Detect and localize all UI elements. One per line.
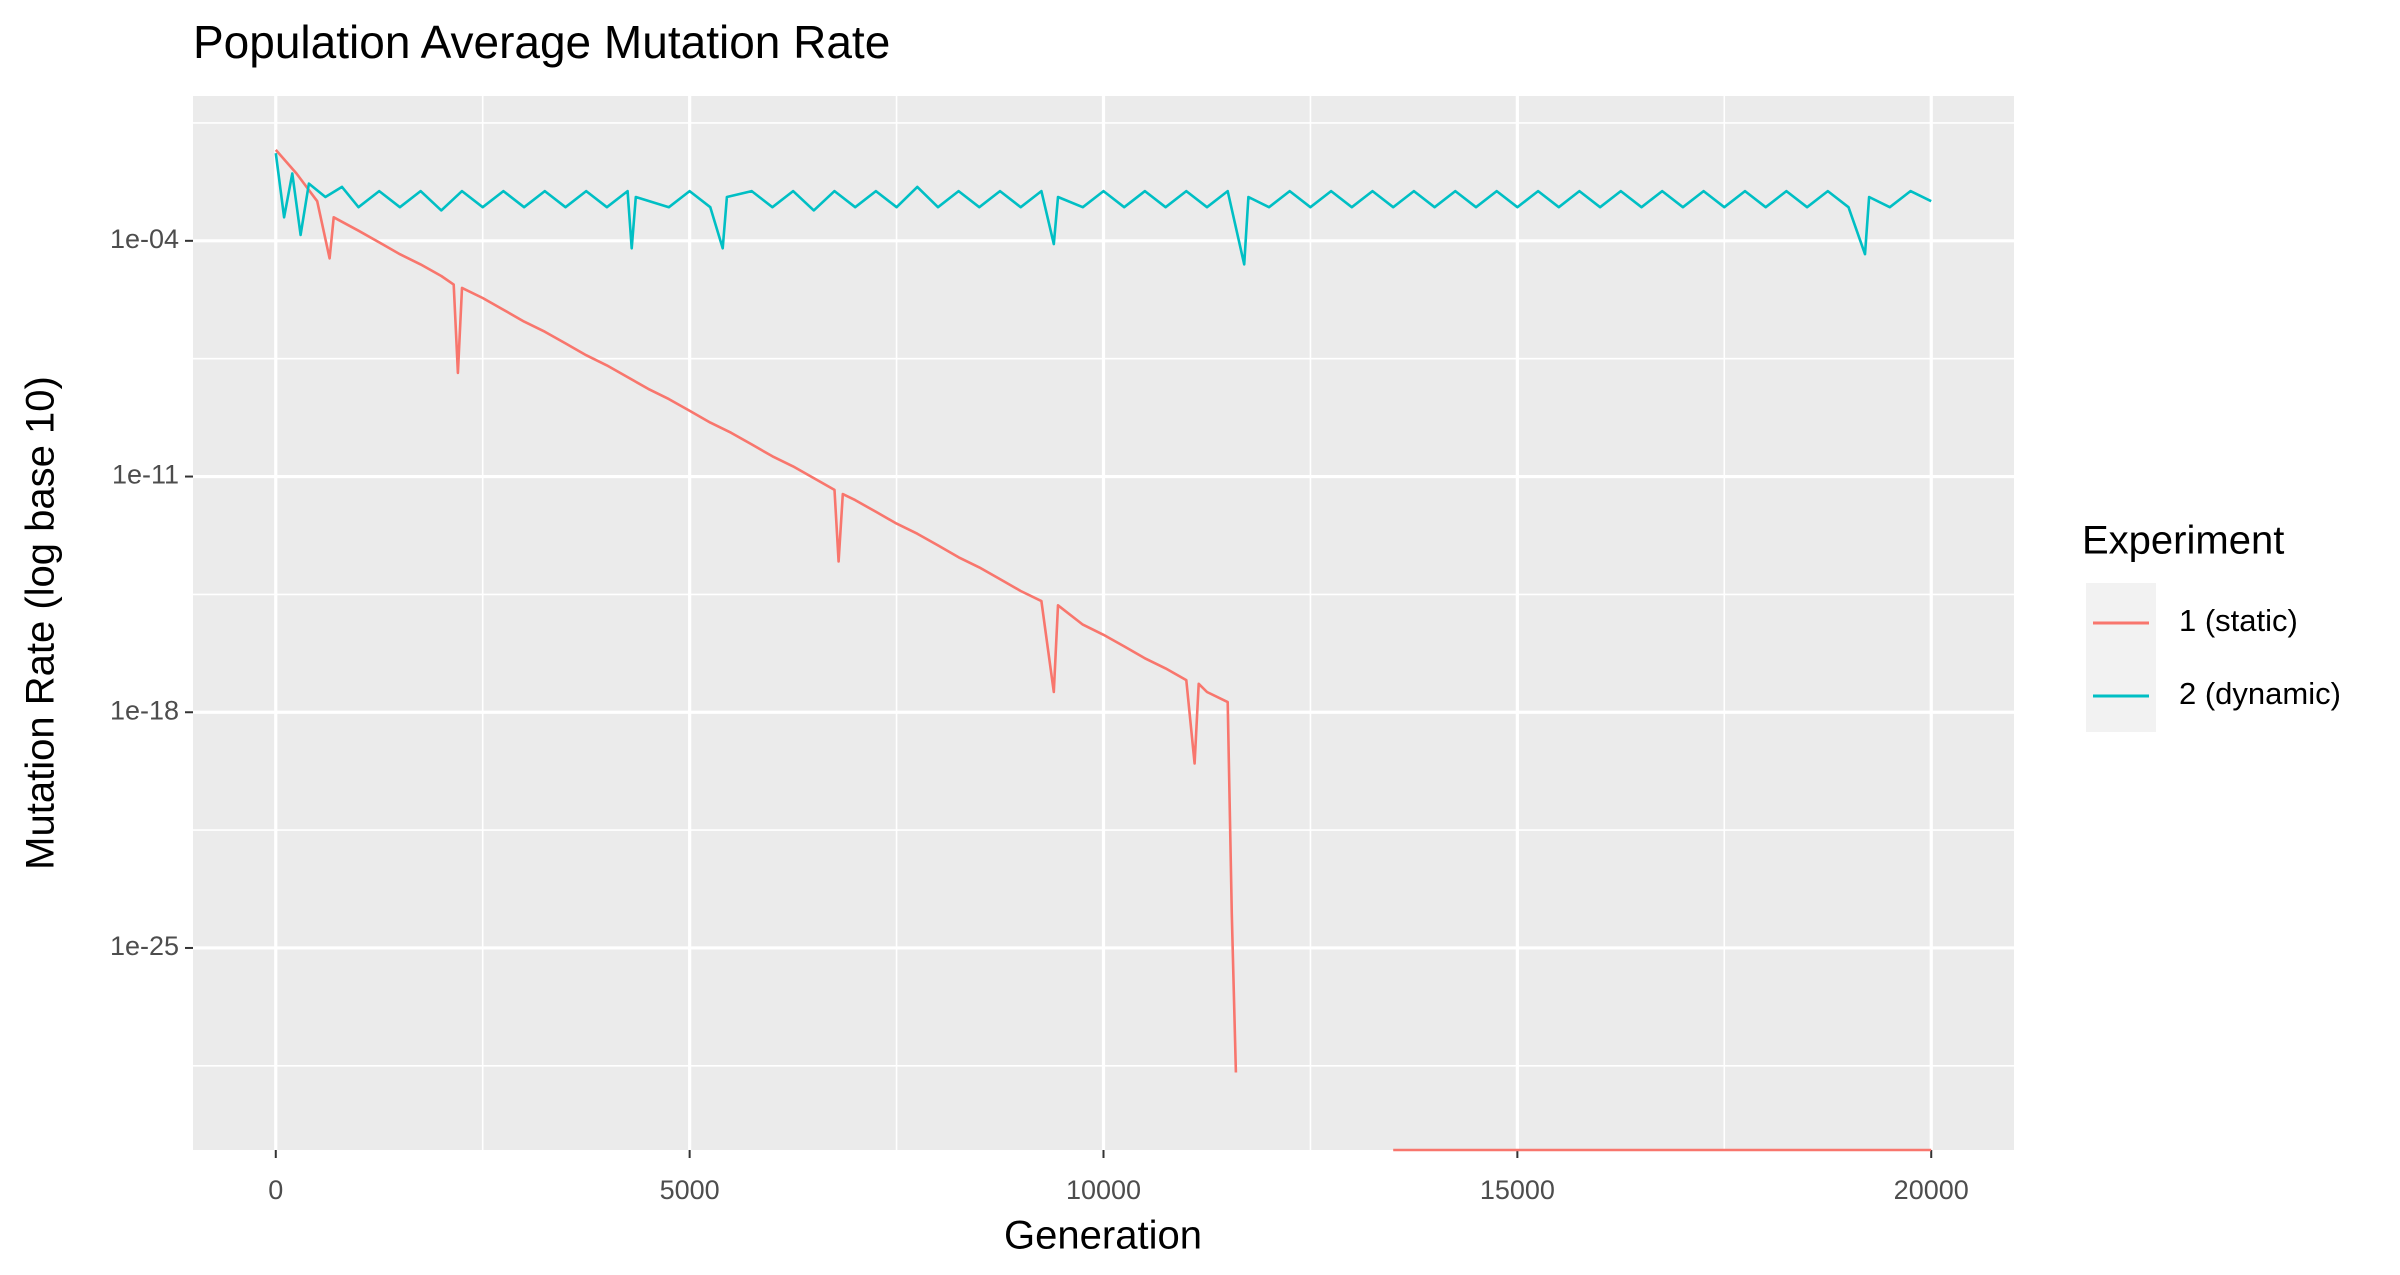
legend-label: 2 (dynamic) [2179,676,2341,711]
x-tick-label: 5000 [660,1175,720,1205]
y-axis-title: Mutation Rate (log base 10) [19,376,63,870]
x-tick-label: 15000 [1480,1175,1555,1205]
x-tick-label: 20000 [1894,1175,1969,1205]
x-axis-title: Generation [1004,1214,1202,1258]
chart-title: Population Average Mutation Rate [193,16,890,68]
x-tick-label: 10000 [1066,1175,1141,1205]
y-tick-label: 1e-25 [110,931,179,961]
y-tick-label: 1e-18 [110,695,179,725]
x-tick-label: 0 [268,1175,283,1205]
legend-title: Experiment [2082,519,2284,563]
series-line [274,153,1932,266]
y-tick-label: 1e-11 [112,460,179,490]
y-tick-label: 1e-04 [110,224,179,254]
series-line [274,149,1932,1152]
legend-label: 1 (static) [2179,603,2298,638]
